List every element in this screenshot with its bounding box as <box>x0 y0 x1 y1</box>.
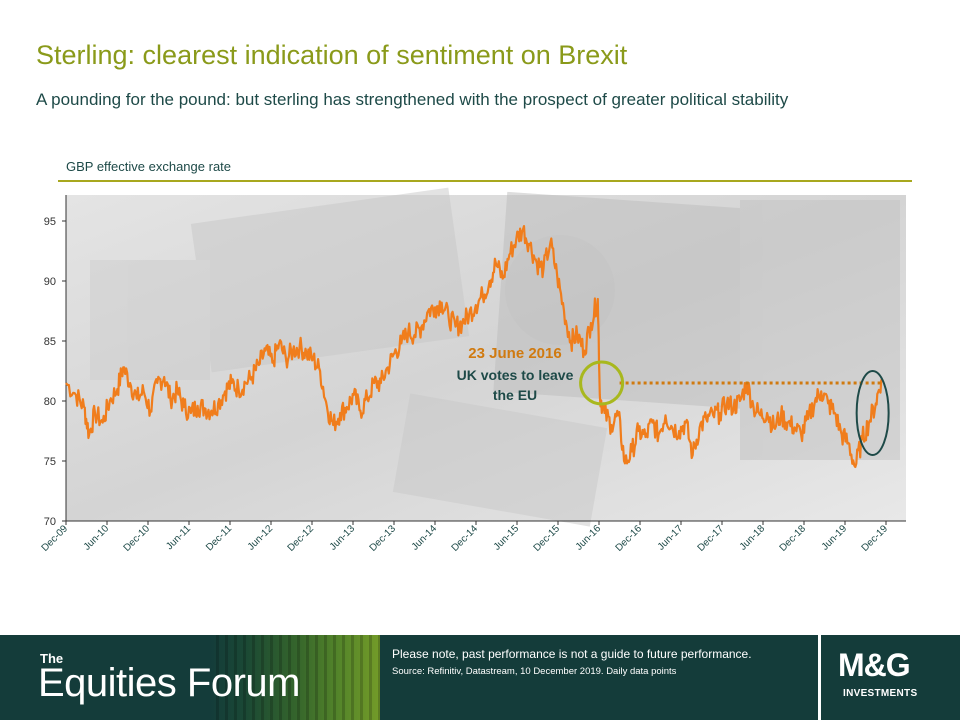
x-tick-label: Jun-19 <box>820 523 850 553</box>
page-title: Sterling: clearest indication of sentime… <box>36 40 628 70</box>
x-tick-label: Jun-15 <box>492 523 522 553</box>
x-tick-label: Dec-15 <box>532 523 563 554</box>
chart-title: GBP effective exchange rate <box>66 159 232 174</box>
x-tick-label: Jun-11 <box>164 523 193 552</box>
x-tick-label: Dec-10 <box>122 523 153 554</box>
annotation-text-line1: UK votes to leave <box>457 367 574 383</box>
x-tick-label: Dec-12 <box>286 523 317 554</box>
x-tick-label: Jun-18 <box>738 523 768 553</box>
series-line <box>65 225 883 469</box>
x-tick-label: Jun-17 <box>656 523 686 553</box>
y-tick-label: 95 <box>44 216 56 228</box>
y-tick-label: 85 <box>44 336 56 348</box>
chart-title-rule <box>58 180 912 182</box>
x-tick-label: Dec-13 <box>368 523 399 554</box>
annotation-text-line2: the EU <box>493 387 537 403</box>
page-subtitle: A pounding for the pound: but sterling h… <box>36 90 789 109</box>
x-tick-label: Jun-14 <box>410 523 440 553</box>
x-tick-label: Dec-19 <box>860 523 891 554</box>
y-tick-label: 80 <box>44 396 56 408</box>
x-tick-label: Dec-16 <box>614 523 645 554</box>
brand-name: Equities Forum <box>38 661 300 705</box>
x-tick-label: Dec-14 <box>450 523 481 554</box>
y-tick-label: 70 <box>44 516 56 528</box>
x-tick-label: Jun-12 <box>246 523 276 553</box>
brand-the: The <box>40 651 64 666</box>
footer: The Equities Forum Please note, past per… <box>0 635 960 720</box>
brexit-vote-circle <box>579 360 625 406</box>
y-tick-label: 75 <box>44 456 56 468</box>
source-note: Source: Refinitiv, Datastream, 10 Decemb… <box>392 666 677 677</box>
mg-logo: M&G <box>838 647 911 683</box>
x-tick-label: Dec-18 <box>778 523 809 554</box>
y-tick-label: 90 <box>44 276 56 288</box>
x-tick-label: Jun-13 <box>328 523 358 553</box>
recent-rally-ellipse <box>855 370 890 456</box>
x-tick-label: Jun-16 <box>574 523 604 553</box>
x-tick-label: Dec-11 <box>204 523 234 553</box>
disclaimer: Please note, past performance is not a g… <box>392 647 752 661</box>
mg-logo-sub: INVESTMENTS <box>843 688 918 699</box>
x-tick-label: Jun-10 <box>82 523 112 553</box>
x-tick-label: Dec-17 <box>696 523 727 554</box>
footer-divider <box>818 635 821 720</box>
annotation-date: 23 June 2016 <box>468 345 561 362</box>
